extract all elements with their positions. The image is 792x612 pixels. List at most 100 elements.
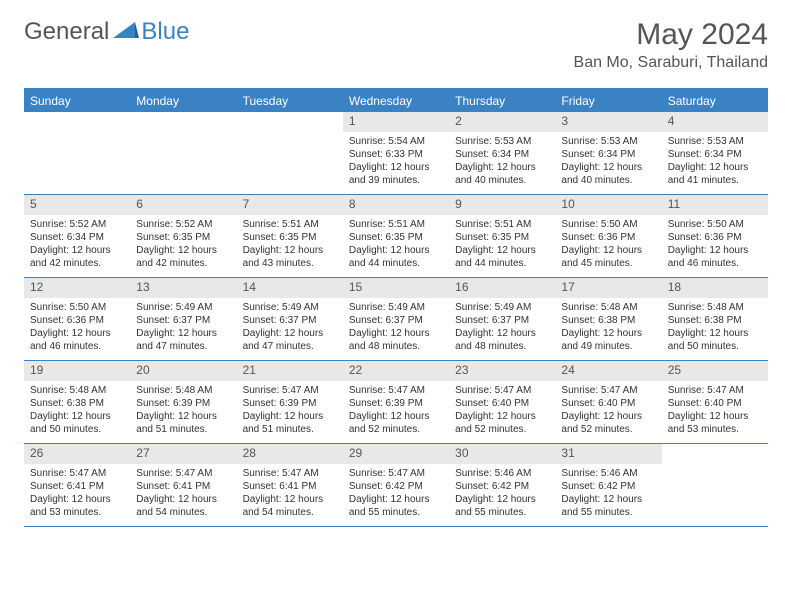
day-body: Sunrise: 5:53 AMSunset: 6:34 PMDaylight:… xyxy=(449,132,555,190)
sunset-line: Sunset: 6:42 PM xyxy=(561,480,655,493)
day-body: Sunrise: 5:47 AMSunset: 6:42 PMDaylight:… xyxy=(343,464,449,522)
day-cell: 10Sunrise: 5:50 AMSunset: 6:36 PMDayligh… xyxy=(555,195,661,277)
day-cell xyxy=(237,112,343,194)
day-number: 19 xyxy=(24,361,130,381)
daylight-line-2: and 40 minutes. xyxy=(455,174,549,187)
sunset-line: Sunset: 6:36 PM xyxy=(30,314,124,327)
sunrise-line: Sunrise: 5:49 AM xyxy=(243,301,337,314)
daylight-line-1: Daylight: 12 hours xyxy=(349,244,443,257)
sunrise-line: Sunrise: 5:51 AM xyxy=(243,218,337,231)
sunset-line: Sunset: 6:38 PM xyxy=(561,314,655,327)
day-cell: 3Sunrise: 5:53 AMSunset: 6:34 PMDaylight… xyxy=(555,112,661,194)
day-cell: 23Sunrise: 5:47 AMSunset: 6:40 PMDayligh… xyxy=(449,361,555,443)
sunset-line: Sunset: 6:33 PM xyxy=(349,148,443,161)
sunset-line: Sunset: 6:34 PM xyxy=(561,148,655,161)
daylight-line-1: Daylight: 12 hours xyxy=(561,410,655,423)
sunrise-line: Sunrise: 5:50 AM xyxy=(561,218,655,231)
day-cell: 7Sunrise: 5:51 AMSunset: 6:35 PMDaylight… xyxy=(237,195,343,277)
day-body: Sunrise: 5:53 AMSunset: 6:34 PMDaylight:… xyxy=(662,132,768,190)
sunset-line: Sunset: 6:41 PM xyxy=(136,480,230,493)
daylight-line-1: Daylight: 12 hours xyxy=(455,410,549,423)
day-cell: 2Sunrise: 5:53 AMSunset: 6:34 PMDaylight… xyxy=(449,112,555,194)
day-cell: 9Sunrise: 5:51 AMSunset: 6:35 PMDaylight… xyxy=(449,195,555,277)
daylight-line-1: Daylight: 12 hours xyxy=(455,493,549,506)
daylight-line-2: and 45 minutes. xyxy=(561,257,655,270)
daylight-line-1: Daylight: 12 hours xyxy=(243,410,337,423)
day-number: 9 xyxy=(449,195,555,215)
day-number: 2 xyxy=(449,112,555,132)
day-cell: 14Sunrise: 5:49 AMSunset: 6:37 PMDayligh… xyxy=(237,278,343,360)
daylight-line-2: and 55 minutes. xyxy=(455,506,549,519)
day-cell: 5Sunrise: 5:52 AMSunset: 6:34 PMDaylight… xyxy=(24,195,130,277)
day-cell: 6Sunrise: 5:52 AMSunset: 6:35 PMDaylight… xyxy=(130,195,236,277)
sunrise-line: Sunrise: 5:48 AM xyxy=(136,384,230,397)
day-body: Sunrise: 5:47 AMSunset: 6:41 PMDaylight:… xyxy=(130,464,236,522)
daylight-line-1: Daylight: 12 hours xyxy=(30,244,124,257)
day-body: Sunrise: 5:47 AMSunset: 6:40 PMDaylight:… xyxy=(555,381,661,439)
week-row: 26Sunrise: 5:47 AMSunset: 6:41 PMDayligh… xyxy=(24,444,768,527)
day-cell: 19Sunrise: 5:48 AMSunset: 6:38 PMDayligh… xyxy=(24,361,130,443)
day-body: Sunrise: 5:50 AMSunset: 6:36 PMDaylight:… xyxy=(662,215,768,273)
day-number: 27 xyxy=(130,444,236,464)
daylight-line-2: and 41 minutes. xyxy=(668,174,762,187)
day-body: Sunrise: 5:50 AMSunset: 6:36 PMDaylight:… xyxy=(24,298,130,356)
day-cell: 4Sunrise: 5:53 AMSunset: 6:34 PMDaylight… xyxy=(662,112,768,194)
day-body: Sunrise: 5:49 AMSunset: 6:37 PMDaylight:… xyxy=(343,298,449,356)
day-number: 21 xyxy=(237,361,343,381)
sunset-line: Sunset: 6:40 PM xyxy=(561,397,655,410)
day-number: 12 xyxy=(24,278,130,298)
day-body: Sunrise: 5:50 AMSunset: 6:36 PMDaylight:… xyxy=(555,215,661,273)
daylight-line-1: Daylight: 12 hours xyxy=(668,327,762,340)
daylight-line-2: and 43 minutes. xyxy=(243,257,337,270)
logo-triangle-icon xyxy=(113,20,139,45)
sunrise-line: Sunrise: 5:52 AM xyxy=(30,218,124,231)
sunrise-line: Sunrise: 5:47 AM xyxy=(243,467,337,480)
daylight-line-1: Daylight: 12 hours xyxy=(243,493,337,506)
day-cell xyxy=(130,112,236,194)
daylight-line-2: and 52 minutes. xyxy=(561,423,655,436)
day-number: 23 xyxy=(449,361,555,381)
daylight-line-2: and 50 minutes. xyxy=(668,340,762,353)
week-row: 1Sunrise: 5:54 AMSunset: 6:33 PMDaylight… xyxy=(24,112,768,195)
daylight-line-1: Daylight: 12 hours xyxy=(30,493,124,506)
week-row: 5Sunrise: 5:52 AMSunset: 6:34 PMDaylight… xyxy=(24,195,768,278)
day-body: Sunrise: 5:51 AMSunset: 6:35 PMDaylight:… xyxy=(237,215,343,273)
week-row: 12Sunrise: 5:50 AMSunset: 6:36 PMDayligh… xyxy=(24,278,768,361)
daylight-line-2: and 50 minutes. xyxy=(30,423,124,436)
sunrise-line: Sunrise: 5:51 AM xyxy=(349,218,443,231)
sunset-line: Sunset: 6:42 PM xyxy=(349,480,443,493)
header: General Blue May 2024 Ban Mo, Saraburi, … xyxy=(0,0,792,80)
sunrise-line: Sunrise: 5:49 AM xyxy=(455,301,549,314)
day-body: Sunrise: 5:52 AMSunset: 6:35 PMDaylight:… xyxy=(130,215,236,273)
day-cell: 26Sunrise: 5:47 AMSunset: 6:41 PMDayligh… xyxy=(24,444,130,526)
daylight-line-2: and 55 minutes. xyxy=(349,506,443,519)
day-number: 25 xyxy=(662,361,768,381)
sunset-line: Sunset: 6:36 PM xyxy=(668,231,762,244)
sunset-line: Sunset: 6:35 PM xyxy=(136,231,230,244)
day-cell: 31Sunrise: 5:46 AMSunset: 6:42 PMDayligh… xyxy=(555,444,661,526)
day-body: Sunrise: 5:47 AMSunset: 6:41 PMDaylight:… xyxy=(237,464,343,522)
daylight-line-1: Daylight: 12 hours xyxy=(561,161,655,174)
day-cell: 15Sunrise: 5:49 AMSunset: 6:37 PMDayligh… xyxy=(343,278,449,360)
daylight-line-2: and 54 minutes. xyxy=(243,506,337,519)
sunrise-line: Sunrise: 5:48 AM xyxy=(30,384,124,397)
sunrise-line: Sunrise: 5:46 AM xyxy=(455,467,549,480)
daylight-line-1: Daylight: 12 hours xyxy=(455,327,549,340)
day-number: 31 xyxy=(555,444,661,464)
day-cell: 28Sunrise: 5:47 AMSunset: 6:41 PMDayligh… xyxy=(237,444,343,526)
daylight-line-2: and 40 minutes. xyxy=(561,174,655,187)
daylight-line-1: Daylight: 12 hours xyxy=(136,410,230,423)
daylight-line-2: and 46 minutes. xyxy=(30,340,124,353)
day-number: 18 xyxy=(662,278,768,298)
sunrise-line: Sunrise: 5:48 AM xyxy=(561,301,655,314)
daylight-line-1: Daylight: 12 hours xyxy=(30,327,124,340)
weekday-row: SundayMondayTuesdayWednesdayThursdayFrid… xyxy=(24,90,768,112)
sunset-line: Sunset: 6:37 PM xyxy=(136,314,230,327)
day-body: Sunrise: 5:49 AMSunset: 6:37 PMDaylight:… xyxy=(449,298,555,356)
day-number: 16 xyxy=(449,278,555,298)
daylight-line-1: Daylight: 12 hours xyxy=(455,161,549,174)
sunset-line: Sunset: 6:34 PM xyxy=(668,148,762,161)
day-body: Sunrise: 5:47 AMSunset: 6:40 PMDaylight:… xyxy=(449,381,555,439)
day-number: 7 xyxy=(237,195,343,215)
day-body: Sunrise: 5:47 AMSunset: 6:41 PMDaylight:… xyxy=(24,464,130,522)
